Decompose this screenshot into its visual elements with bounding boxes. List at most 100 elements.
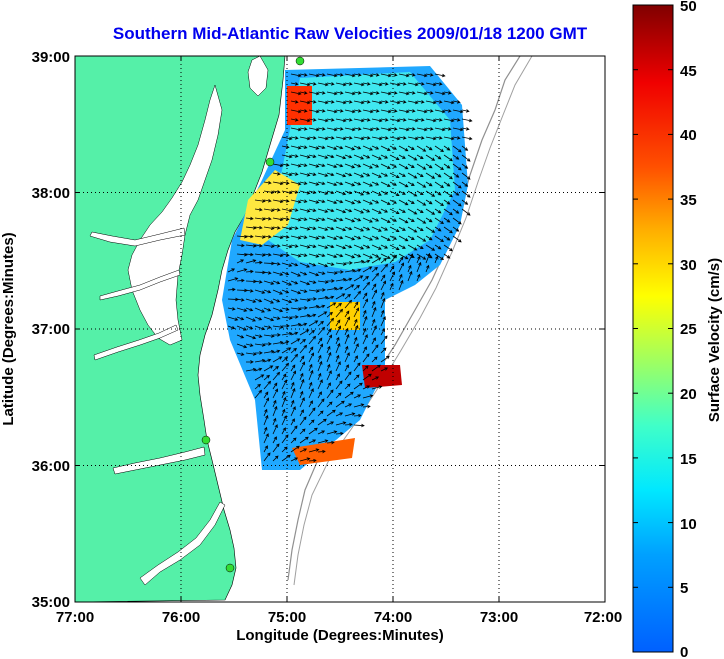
velocity-arrow (326, 295, 335, 300)
velocity-arrow (344, 136, 353, 140)
velocity-arrow (308, 346, 314, 354)
velocity-arrow (299, 235, 308, 239)
velocity-arrow (362, 259, 371, 264)
velocity-arrow (290, 190, 299, 194)
velocity-arrow (389, 265, 395, 273)
velocity-arrow (308, 82, 317, 86)
velocity-arrow (335, 163, 344, 168)
velocity-arrow (434, 208, 442, 214)
velocity-arrow (389, 163, 397, 168)
velocity-arrow (434, 109, 446, 114)
velocity-arrow (281, 356, 288, 363)
velocity-arrow (353, 154, 365, 160)
velocity-arrow (299, 329, 310, 336)
velocity-arrow (317, 360, 323, 372)
velocity-arrow (326, 226, 335, 231)
velocity-arrow (290, 82, 299, 86)
velocity-arrow (254, 235, 266, 239)
velocity-arrow (344, 163, 356, 169)
velocity-arrow (380, 355, 390, 363)
velocity-arrow (290, 298, 299, 302)
velocity-arrow (299, 226, 311, 231)
velocity-arrow (290, 145, 302, 150)
velocity-arrow (398, 181, 409, 188)
velocity-arrow (290, 331, 299, 336)
velocity-arrow (299, 199, 308, 203)
velocity-arrow (362, 190, 371, 195)
velocity-arrow (434, 253, 445, 261)
velocity-arrow (263, 349, 275, 354)
velocity-arrow (263, 226, 275, 230)
velocity-arrow (389, 254, 398, 264)
velocity-arrow (245, 316, 256, 322)
velocity-arrow (389, 154, 400, 161)
velocity-arrow (344, 244, 353, 249)
velocity-arrow (434, 118, 443, 122)
velocity-arrow (434, 82, 443, 86)
velocity-arrow (344, 391, 354, 399)
velocity-arrow (398, 136, 407, 140)
james-river (93, 324, 179, 361)
chesapeake-bay (127, 84, 223, 346)
velocity-arrow (272, 455, 279, 462)
velocity-arrow (263, 452, 271, 462)
velocity-arrow (254, 207, 263, 212)
velocity-arrow (236, 316, 245, 321)
velocity-arrow (362, 136, 371, 140)
velocity-arrow (335, 244, 347, 250)
velocity-arrow (272, 349, 281, 354)
velocity-arrow (272, 333, 281, 337)
velocity-arrow (326, 302, 337, 309)
velocity-arrow (434, 172, 442, 178)
velocity-arrow (434, 136, 443, 140)
velocity-arrow (344, 422, 353, 427)
velocity-arrow (236, 307, 248, 312)
velocity-arrow (254, 243, 263, 248)
velocity-arrow (344, 208, 353, 213)
velocity-arrow (425, 208, 436, 215)
velocity-arrow (254, 389, 263, 399)
velocity-arrow (299, 298, 311, 302)
velocity-arrow (452, 136, 461, 140)
velocity-arrow (398, 208, 406, 213)
velocity-arrow (245, 259, 257, 264)
velocity-arrow (254, 383, 261, 390)
velocity-arrow (335, 431, 344, 436)
potomac-river (89, 227, 186, 247)
velocity-arrow (290, 118, 299, 122)
velocity-arrow (452, 190, 460, 196)
velocity-arrow (362, 404, 371, 409)
velocity-arrow (443, 172, 453, 180)
velocity-arrow (362, 199, 373, 205)
velocity-arrow (317, 235, 326, 240)
velocity-arrow (299, 118, 311, 123)
velocity-arrow (344, 268, 356, 273)
velocity-arrow (362, 373, 372, 381)
lon-tick-label: 77:00 (56, 609, 94, 626)
velocity-arrow (380, 199, 391, 205)
velocity-arrow (317, 337, 323, 345)
velocity-arrow (290, 262, 299, 267)
velocity-arrow (371, 172, 382, 178)
velocity-arrow (245, 360, 254, 364)
velocity-arrow (254, 374, 265, 381)
velocity-arrow (272, 388, 279, 399)
velocity-arrow (245, 244, 257, 248)
velocity-arrow (443, 109, 452, 113)
velocity-arrow (434, 190, 442, 196)
velocity-arrow (290, 253, 302, 258)
velocity-arrow (353, 374, 360, 381)
velocity-arrow (326, 154, 335, 159)
velocity-arrow (389, 172, 400, 179)
velocity-arrow (425, 100, 437, 105)
velocity-arrow (362, 346, 367, 354)
velocity-arrow (371, 73, 380, 77)
velocity-arrow (326, 190, 335, 195)
velocity-arrow (317, 127, 326, 131)
velocity-arrow (425, 136, 437, 141)
velocity-arrow (335, 308, 344, 318)
velocity-arrow (434, 91, 446, 96)
velocity-arrow (290, 322, 302, 327)
velocity-arrow (425, 181, 433, 187)
velocity-arrow (272, 405, 278, 417)
